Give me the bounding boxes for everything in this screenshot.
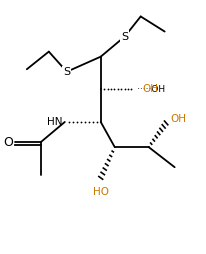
Text: ·····OH: ·····OH	[137, 85, 165, 94]
Text: OH: OH	[171, 115, 187, 124]
Text: HO: HO	[93, 187, 109, 197]
Text: OH: OH	[143, 84, 159, 94]
Text: HN: HN	[47, 117, 63, 127]
Text: S: S	[121, 31, 128, 42]
Text: S: S	[63, 67, 70, 77]
Text: O: O	[3, 136, 13, 149]
